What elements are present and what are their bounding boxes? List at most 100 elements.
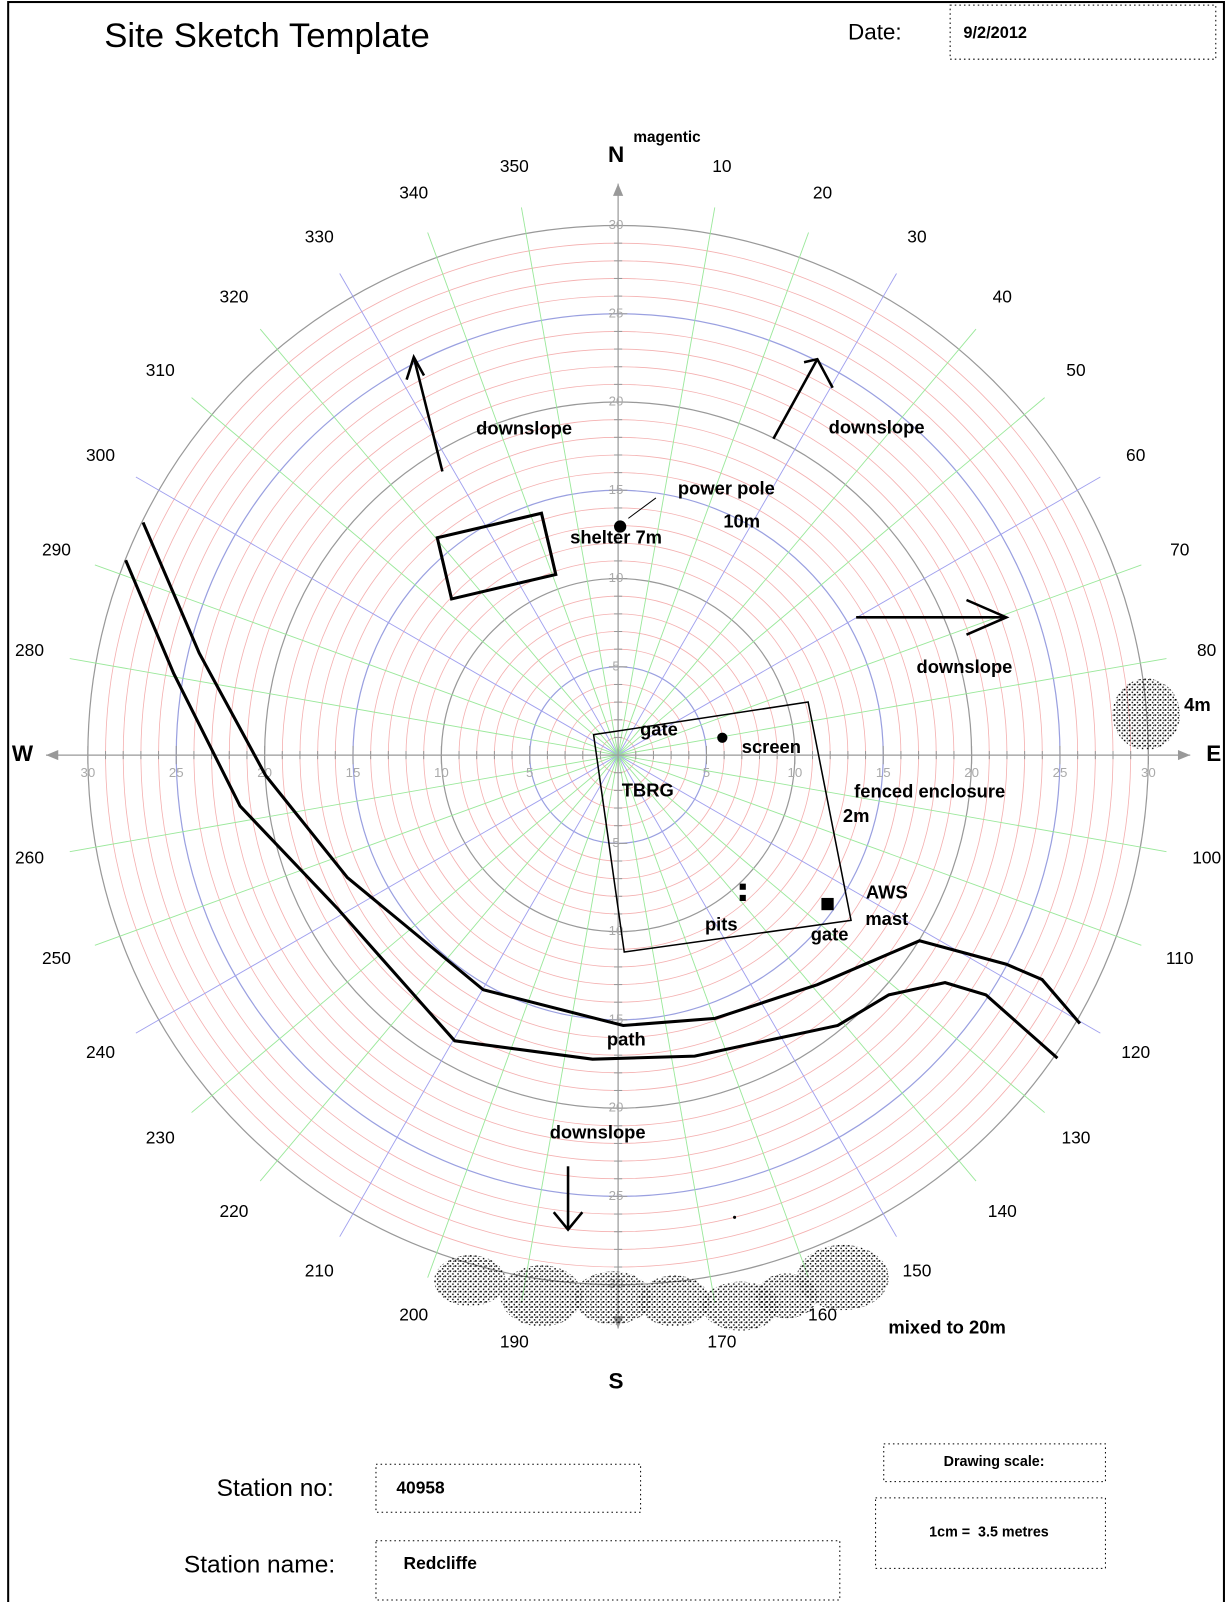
scale-label-box: [883, 1443, 1106, 1483]
spoke: [191, 397, 619, 756]
bearing-label: 110: [1166, 948, 1194, 968]
ring-label: 5: [612, 658, 619, 673]
annotation: downslope: [829, 416, 925, 437]
bearing-label: 280: [15, 640, 44, 660]
bearing-label: 340: [399, 183, 428, 203]
annotation: mast: [865, 908, 908, 929]
date-box: [949, 4, 1217, 60]
spoke: [617, 564, 1142, 756]
spoke: [135, 476, 619, 756]
annotation: TBRG: [622, 780, 674, 801]
station-name-label: Station name:: [184, 1552, 335, 1579]
arrows: [405, 353, 1010, 1232]
spoke: [617, 207, 716, 756]
ring-label: 25: [609, 305, 624, 320]
spoke: [339, 273, 619, 756]
bearing-label: 70: [1170, 540, 1189, 560]
date: 9/2/2012: [963, 24, 1027, 42]
spoke: [617, 754, 977, 1182]
ring-label: 30: [80, 765, 95, 780]
bearing-label: 20: [813, 183, 832, 203]
bearing-label: 230: [146, 1127, 175, 1147]
annotation: 10m: [723, 510, 760, 531]
east: E: [1206, 741, 1221, 766]
spoke: [69, 754, 619, 853]
bearing-label: 40: [993, 286, 1012, 306]
station-no-label: Station no:: [217, 1475, 334, 1502]
ring-label: 15: [876, 765, 891, 780]
ring-label: 15: [609, 482, 624, 497]
bearing-label: 100: [1192, 847, 1221, 867]
annotation: screen: [742, 736, 801, 757]
annotation: fenced enclosure: [854, 781, 1005, 802]
station-no: 40958: [396, 1477, 445, 1497]
spoke: [339, 754, 619, 1237]
ring-label: 20: [964, 765, 979, 780]
ring-label: 10: [787, 765, 802, 780]
aws-mast: [821, 897, 834, 911]
annotation: power pole: [678, 478, 775, 499]
bearing-label: 350: [500, 156, 529, 176]
spoke: [427, 754, 619, 1278]
spoke: [617, 755, 716, 1303]
bearing-label: 80: [1197, 640, 1216, 660]
bearing-label: 300: [86, 445, 115, 465]
scale: 1cm = 3.5 metres: [929, 1524, 1049, 1540]
bearing-label: 290: [42, 540, 71, 560]
annotation: gate: [640, 718, 678, 739]
annotation: mixed to 20m: [888, 1316, 1005, 1337]
bearing-label: 260: [15, 847, 44, 867]
spoke: [69, 658, 619, 756]
bearing-label: 30: [907, 227, 926, 247]
polar-grid: 5555101010101515151520202020252525253030…: [45, 183, 1191, 1329]
bearing-label: 330: [305, 227, 334, 247]
spoke: [94, 754, 619, 946]
axis-arrow: [1177, 749, 1191, 761]
south: S: [609, 1369, 624, 1394]
spoke: [427, 232, 619, 756]
spoke: [617, 754, 1101, 1034]
spoke: [191, 754, 619, 1113]
pit: [739, 894, 746, 901]
ring-label: 5: [703, 765, 710, 780]
ring-label: 30: [609, 217, 624, 232]
bearing-label: 250: [42, 948, 71, 968]
enclosure: [592, 701, 852, 953]
spoke: [617, 397, 1045, 756]
bearing-label: 170: [707, 1332, 736, 1352]
path-edge: [141, 521, 1082, 1028]
ring-label: 25: [1053, 765, 1068, 780]
annotation: path: [607, 1029, 646, 1050]
date-label: Date:: [848, 20, 902, 45]
bearing-label: 190: [500, 1332, 529, 1352]
screen-marker: [717, 732, 728, 743]
annotations: downslope downslope downslope downslope powe…: [476, 416, 1211, 1337]
axis-arrow: [613, 183, 624, 196]
bearing-label: 50: [1066, 360, 1085, 380]
spoke: [618, 658, 1167, 756]
station-name-box: [375, 1540, 841, 1601]
ring-label: 5: [612, 835, 619, 850]
annotation: downslope: [916, 656, 1012, 677]
bearing-label: 310: [146, 360, 175, 380]
annotation: shelter 7m: [570, 527, 662, 548]
west: W: [12, 741, 34, 766]
spoke: [618, 754, 1167, 853]
annotation: pits: [705, 913, 738, 934]
bearing-label: 140: [988, 1201, 1017, 1221]
annotation: AWS: [866, 882, 908, 903]
annotation: gate: [811, 924, 849, 945]
spoke: [520, 207, 619, 756]
bearing-label: 210: [305, 1261, 334, 1281]
bearing-label: 160: [808, 1305, 837, 1325]
bearing-label: 150: [902, 1261, 931, 1281]
annotation: downslope: [550, 1122, 646, 1143]
ring-label: 10: [434, 765, 449, 780]
annotation: downslope: [476, 417, 572, 438]
spoke: [259, 754, 619, 1182]
spoke: [617, 328, 977, 756]
spoke: [94, 564, 619, 756]
ring-label: 20: [609, 1100, 624, 1115]
